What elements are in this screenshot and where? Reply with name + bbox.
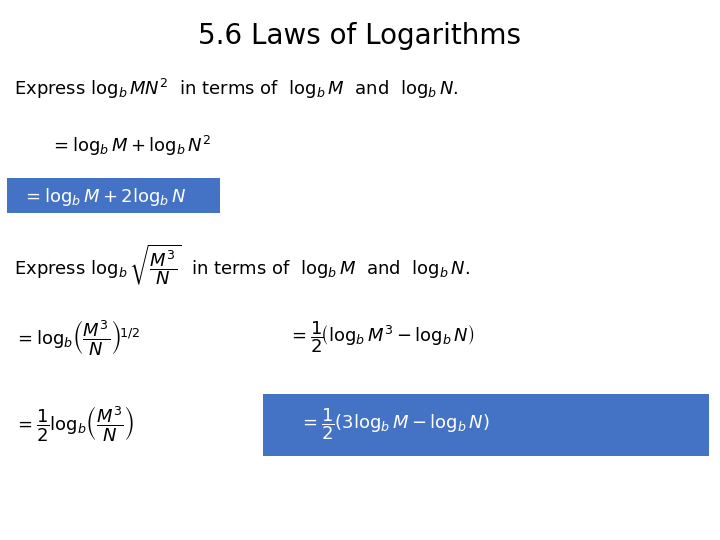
Text: $= \dfrac{1}{2}\log_b \!\left(\dfrac{M^3}{N}\right)$: $= \dfrac{1}{2}\log_b \!\left(\dfrac{M^3… bbox=[14, 404, 135, 443]
Text: $= \dfrac{1}{2}\left(3\log_b M - \log_b N\right)$: $= \dfrac{1}{2}\left(3\log_b M - \log_b … bbox=[299, 406, 490, 442]
Text: $= \log_b M + 2\log_b N$: $= \log_b M + 2\log_b N$ bbox=[22, 186, 186, 208]
Text: Express $\log_b MN^2$  in terms of  $\log_b M$  and  $\log_b N$.: Express $\log_b MN^2$ in terms of $\log_… bbox=[14, 77, 459, 101]
Text: $= \log_b \!\left(\dfrac{M^3}{N}\right)^{\!1/2}$: $= \log_b \!\left(\dfrac{M^3}{N}\right)^… bbox=[14, 318, 140, 357]
Text: $= \dfrac{1}{2}\!\left(\log_b M^3 - \log_b N\right)$: $= \dfrac{1}{2}\!\left(\log_b M^3 - \log… bbox=[288, 320, 474, 355]
Text: Express $\log_b \sqrt{\dfrac{M^3}{N}}$  in terms of  $\log_b M$  and  $\log_b N$: Express $\log_b \sqrt{\dfrac{M^3}{N}}$ i… bbox=[14, 242, 470, 287]
Text: $= \log_b M + \log_b N^2$: $= \log_b M + \log_b N^2$ bbox=[50, 134, 212, 158]
FancyBboxPatch shape bbox=[263, 394, 709, 456]
FancyBboxPatch shape bbox=[7, 178, 220, 213]
Text: 5.6 Laws of Logarithms: 5.6 Laws of Logarithms bbox=[199, 22, 521, 50]
